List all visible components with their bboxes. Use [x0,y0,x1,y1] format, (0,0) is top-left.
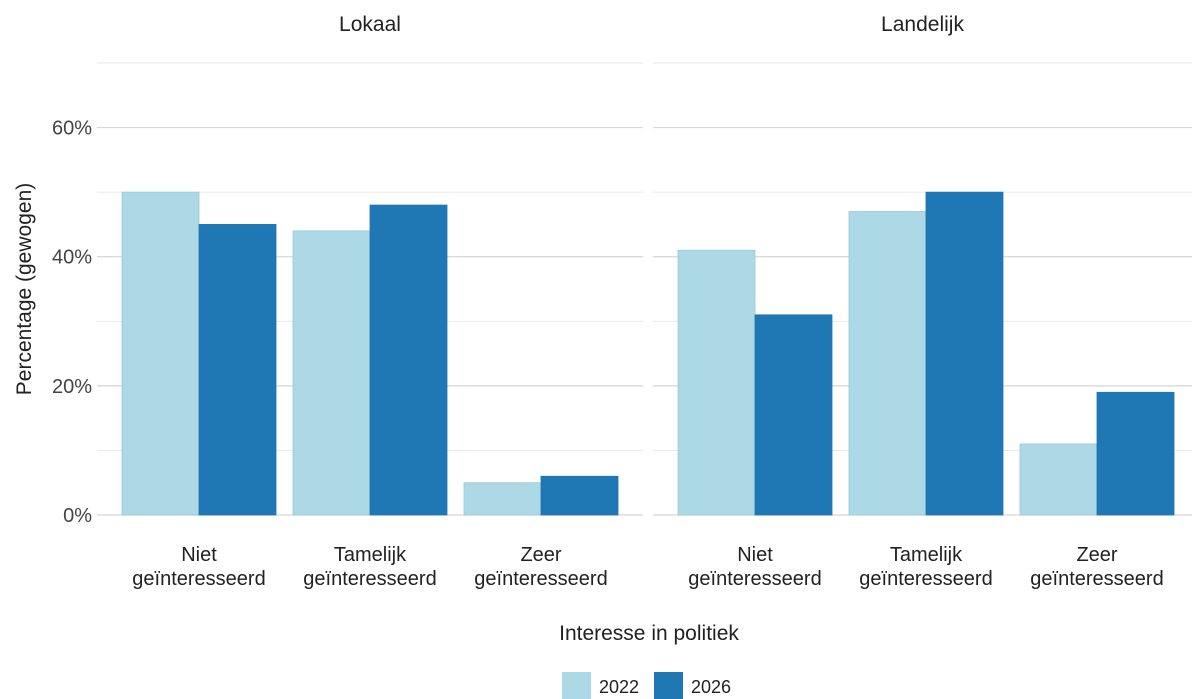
x-axis-title: Interesse in politiek [559,622,739,645]
category-label: Niet [737,544,773,566]
category-label: Tamelijk [334,544,407,566]
y-tick-label: 40% [52,247,92,269]
legend: 2022 2026 [562,672,731,699]
y-tick-label: 60% [52,118,92,140]
facet-panel-1: LokaalNietgeïnteresseerdTamelijkgeïntere… [52,13,643,590]
bar-2022-zeer [463,482,542,516]
bar-2026-niet [198,224,277,516]
bar-2022-niet [677,249,756,516]
bar-2026-niet [754,314,833,516]
bar-2026-zeer [540,475,619,516]
category-label: Zeer [1076,544,1117,566]
bar-2026-zeer [1096,391,1175,516]
bar-2026-tamelijk [925,191,1004,516]
bar-2022-tamelijk [848,211,927,516]
legend-label-2026: 2026 [691,677,731,697]
category-label: Zeer [520,544,561,566]
bar-2022-zeer [1019,443,1098,516]
facet-title: Lokaal [339,13,401,36]
category-label: geïnteresseerd [474,568,607,590]
bar-2022-tamelijk [292,230,371,516]
legend-label-2022: 2022 [599,677,639,697]
category-label: geïnteresseerd [688,568,821,590]
facet-title: Landelijk [881,13,964,36]
y-tick-label: 0% [63,505,92,527]
legend-key-2026 [654,672,683,699]
y-tick-label: 20% [52,376,92,398]
category-label: geïnteresseerd [1030,568,1163,590]
category-label: geïnteresseerd [132,568,265,590]
facet-panel-2: LandelijkNietgeïnteresseerdTamelijkgeïnt… [653,13,1192,590]
category-label: geïnteresseerd [859,568,992,590]
category-label: Niet [181,544,217,566]
legend-key-2022 [562,672,591,699]
bar-2026-tamelijk [369,204,448,516]
bar-2022-niet [121,191,200,516]
y-axis-title: Percentage (gewogen) [13,183,36,395]
category-label: Tamelijk [890,544,963,566]
category-label: geïnteresseerd [303,568,436,590]
